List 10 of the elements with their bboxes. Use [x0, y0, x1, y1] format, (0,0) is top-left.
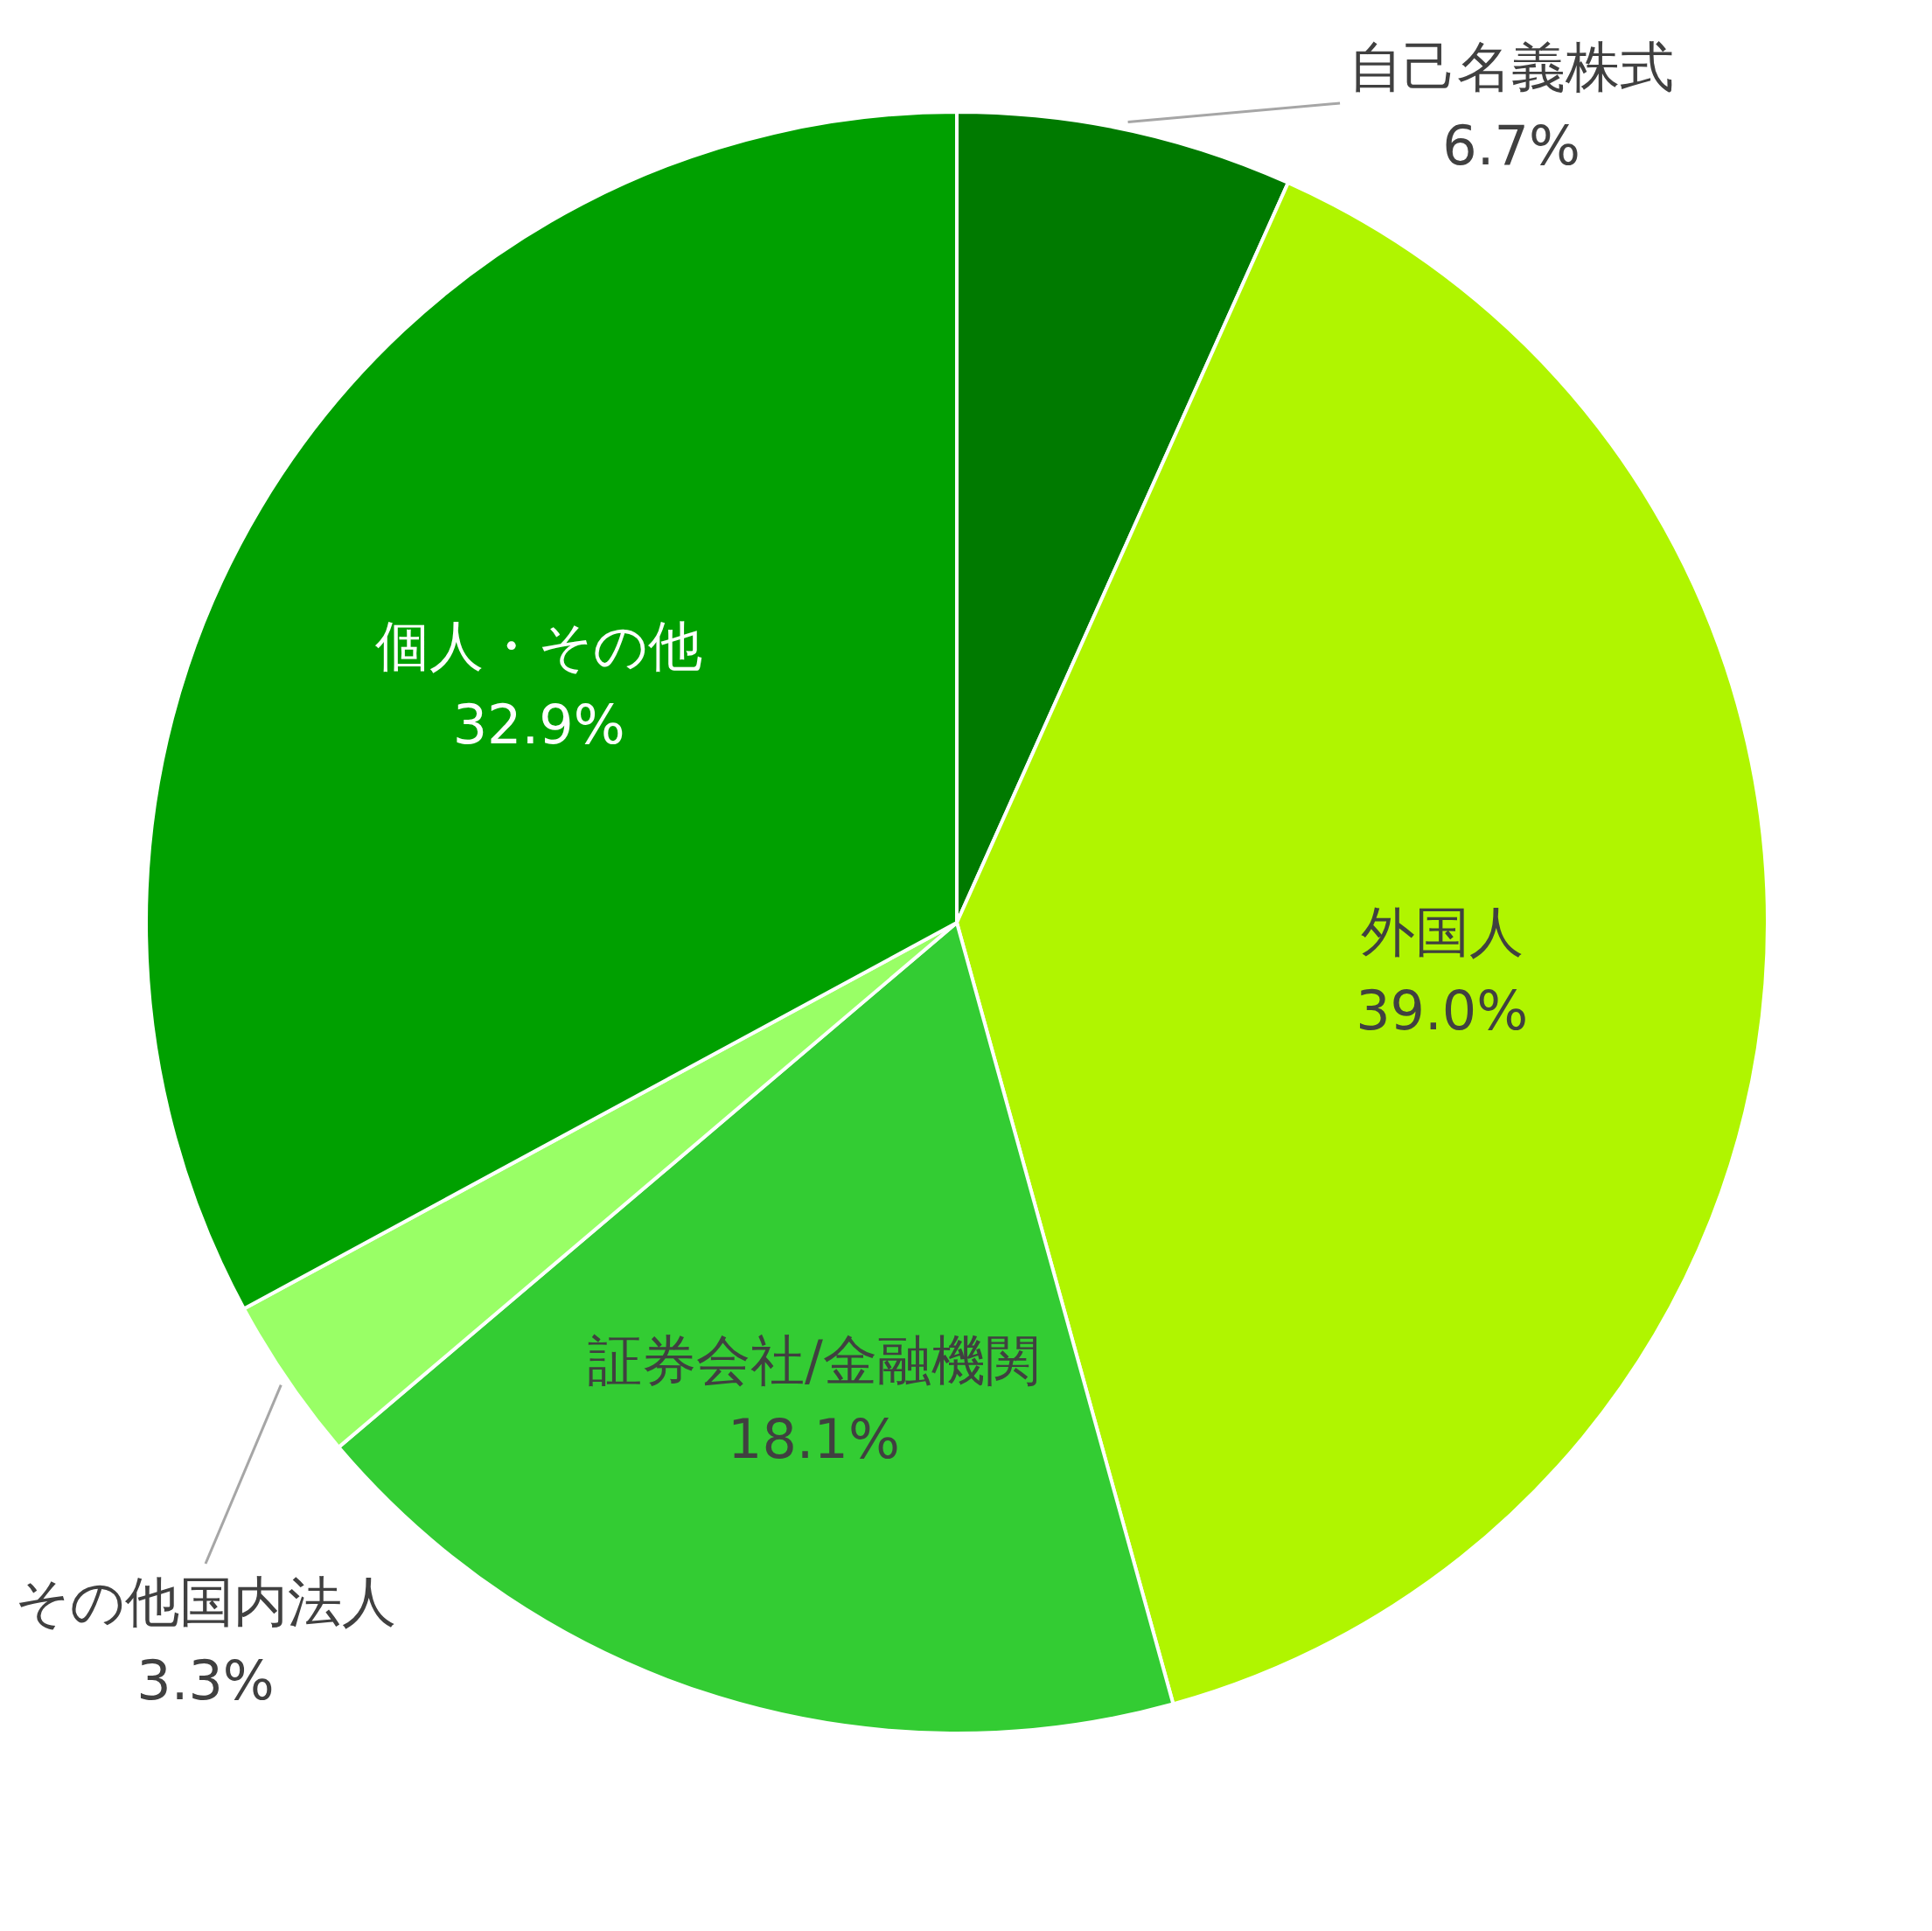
slice-label: その他国内法人 — [15, 1570, 396, 1635]
slice-label: 個人・その他 — [375, 614, 703, 679]
slice-label: 外国人 — [1360, 899, 1524, 964]
data-label: 6.7% — [1442, 114, 1580, 178]
slice-label: 証券会社/金融機関 — [588, 1328, 1040, 1392]
data-label: 32.9% — [452, 693, 625, 757]
slice-label: 自己名義株式 — [1349, 35, 1675, 99]
data-label: 3.3% — [136, 1649, 275, 1713]
data-label: 18.1% — [727, 1406, 900, 1471]
data-label: 39.0% — [1356, 978, 1529, 1042]
